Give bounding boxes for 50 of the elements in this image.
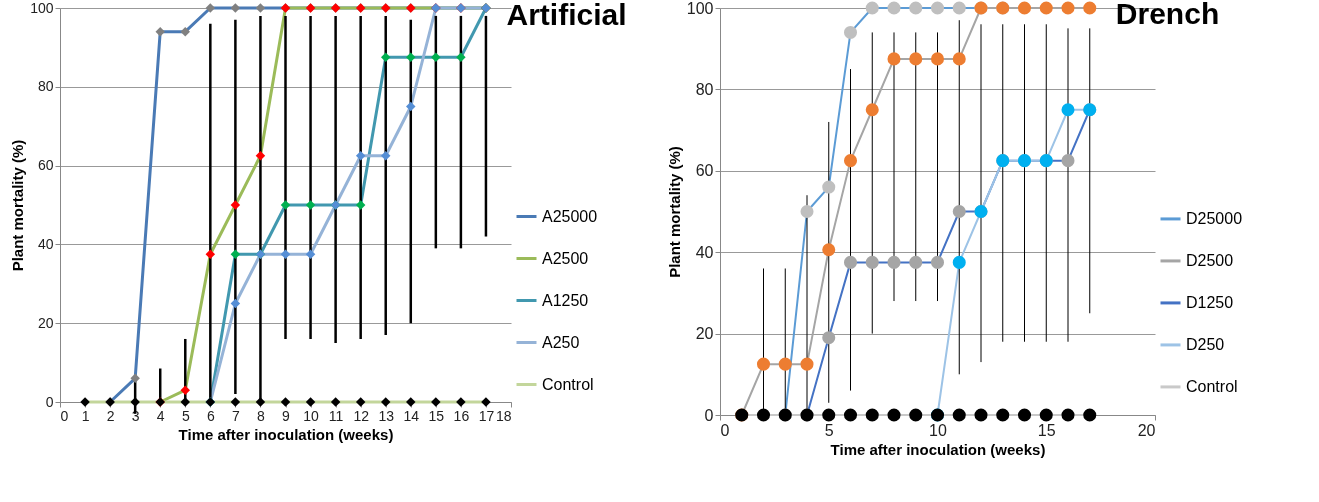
y-tick-label: 100 <box>686 0 714 17</box>
x-tick-label: 1 <box>81 407 90 424</box>
y-axis-title: Plant mortality (%) <box>665 146 683 278</box>
x-tick-label: 4 <box>156 407 165 424</box>
x-tick-label: 18 <box>495 407 512 424</box>
x-tick-label: 0 <box>720 421 730 439</box>
x-tick-label: 14 <box>403 407 420 424</box>
chart-title: Drench <box>1115 0 1220 30</box>
legend-label: D25000 <box>1186 209 1243 227</box>
x-tick-label: 13 <box>378 407 395 424</box>
legend-label: Control <box>1186 377 1238 395</box>
legend-label: A2500 <box>542 249 589 267</box>
legend-label: D1250 <box>1186 293 1234 311</box>
x-tick-label: 5 <box>181 407 190 424</box>
chart-title: Artificial <box>506 0 627 31</box>
y-tick-label: 20 <box>695 325 714 343</box>
x-tick-label: 5 <box>824 421 834 439</box>
x-tick-label: 9 <box>282 407 291 424</box>
y-tick-label: 40 <box>695 243 714 261</box>
x-tick-label: 10 <box>303 407 320 424</box>
x-tick-label: 10 <box>929 421 947 439</box>
legend-label: A250 <box>542 333 580 351</box>
x-tick-label: 12 <box>353 407 370 424</box>
y-tick-label: 40 <box>37 235 54 252</box>
y-tick-label: 60 <box>695 162 714 180</box>
y-tick-label: 80 <box>695 80 714 98</box>
x-tick-label: 16 <box>453 407 470 424</box>
y-tick-label: 60 <box>37 157 54 174</box>
x-tick-label: 6 <box>206 407 215 424</box>
x-tick-label: 15 <box>428 407 445 424</box>
legend-label: A1250 <box>542 291 589 309</box>
legend-label: Control <box>542 375 594 393</box>
x-tick-label: 8 <box>257 407 266 424</box>
x-axis-title: Time after inoculation (weeks) <box>830 440 1046 458</box>
x-tick-label: 11 <box>328 407 344 424</box>
y-tick-label: 20 <box>37 314 54 331</box>
legend-label: D250 <box>1186 335 1225 353</box>
x-tick-label: 2 <box>106 407 115 424</box>
x-tick-label: 7 <box>231 407 240 424</box>
y-tick-label: 100 <box>30 0 54 16</box>
x-tick-label: 20 <box>1137 421 1156 439</box>
x-tick-label: 15 <box>1037 421 1056 439</box>
legend-label: D2500 <box>1186 251 1234 269</box>
legend-label: A25000 <box>542 207 598 225</box>
y-tick-label: 80 <box>37 78 54 95</box>
x-tick-label: 17 <box>478 407 495 424</box>
y-axis-title: Plant mortality (%) <box>9 139 27 272</box>
x-axis-title: Time after inoculation (weeks) <box>178 425 394 443</box>
y-tick-label: 0 <box>45 393 54 410</box>
x-tick-label: 0 <box>60 407 69 424</box>
